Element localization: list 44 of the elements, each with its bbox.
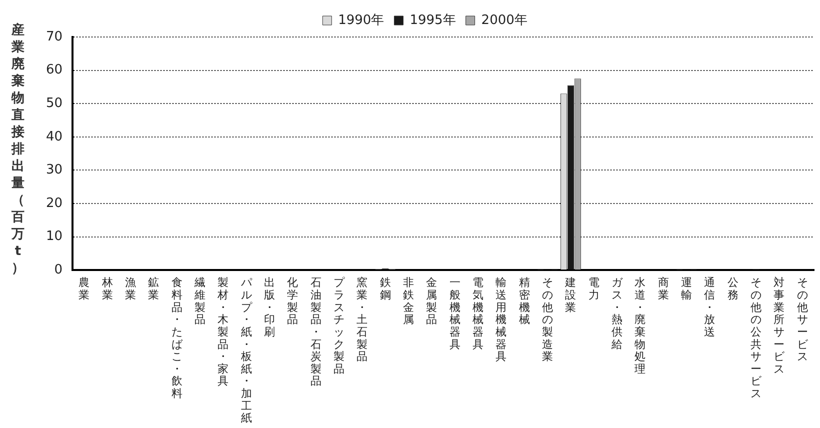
- y-tick-label: 70: [46, 29, 63, 44]
- x-tick-label: 金属製品: [426, 276, 438, 326]
- x-tick-label: プラスチック製品: [334, 276, 346, 376]
- y-tick-label: 50: [46, 96, 63, 111]
- y-tick-label: 30: [46, 162, 63, 178]
- x-tick-label: 繊維製品: [193, 276, 206, 326]
- y-tick-label: 10: [46, 229, 63, 244]
- x-tick-label: 農業: [78, 276, 90, 302]
- x-tick-label: その他サービス: [796, 276, 809, 364]
- legend-label: 1990年: [338, 12, 384, 28]
- x-tick-label: 公務: [727, 276, 738, 302]
- x-tick-label: 一般機械器具: [449, 276, 460, 351]
- x-tick-label: 非鉄金属: [403, 276, 414, 326]
- x-tick-label: 化学製品: [287, 276, 298, 326]
- legend-label: 1995年: [410, 12, 456, 28]
- x-tick-label: ガス・熱供給: [610, 276, 624, 351]
- category-label: パルプ・紙・板紙・加工紙: [240, 276, 252, 425]
- x-tick-label: 建設業: [564, 276, 576, 314]
- x-tick-label: 窯業・土石製品: [356, 276, 368, 364]
- x-tick-label: 出版・印刷: [264, 276, 275, 338]
- x-tick-label: 輸送用機械器具: [496, 276, 507, 364]
- x-tick-label: 精密機械: [518, 276, 530, 326]
- x-tick-label: 電力: [588, 276, 600, 302]
- x-tick-label: 鉄鋼: [380, 276, 391, 302]
- y-tick-label: 40: [46, 129, 63, 144]
- x-tick-label: 対事業所サービス: [774, 276, 786, 376]
- x-tick-label: 鉱業: [148, 276, 160, 302]
- x-tick-label: 林業: [100, 276, 113, 302]
- y-tick-label: 60: [46, 62, 63, 78]
- x-tick-label: 通信・放送: [704, 276, 716, 338]
- category-label: 食料品・たばこ・飲料: [171, 276, 182, 400]
- category-label: 製材・木製品・家具: [218, 276, 229, 388]
- category-label: その他の公共サービス: [750, 276, 762, 400]
- y-tick-label: 0: [54, 262, 63, 278]
- legend-label: 2000年: [481, 12, 528, 28]
- x-tick-label: 電気機械器具: [472, 276, 484, 351]
- x-tick-label: 水道・廃棄物処理: [634, 276, 646, 376]
- x-tick-label: その他の製造業: [542, 276, 554, 364]
- text: 産業廃棄物直接排出量（百万t）: [12, 23, 24, 276]
- category-label: 石油製品・石炭製品: [310, 276, 322, 388]
- x-tick-label: 漁業: [124, 276, 136, 302]
- x-tick-label: 商業: [658, 276, 669, 302]
- x-tick-label: 運輸: [681, 276, 692, 302]
- y-tick-label: 20: [46, 196, 63, 211]
